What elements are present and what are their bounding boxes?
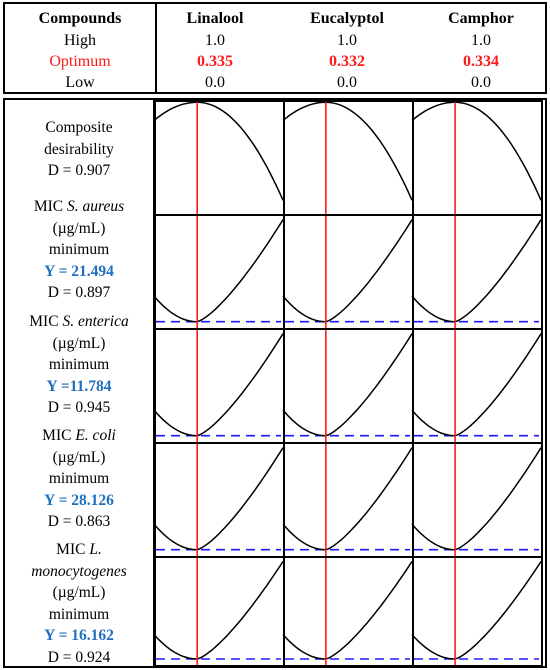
response-curve <box>154 333 284 437</box>
response-curve <box>411 101 542 201</box>
e-coli-title: MIC E. coli <box>5 425 153 447</box>
e-coli-label: MIC E. coli (µg/mL) minimum Y = 28.126 D… <box>5 425 153 533</box>
response-panel: Composite desirability D = 0.907 MIC S. … <box>3 98 547 668</box>
response-curve <box>154 560 284 660</box>
eucalyptol-optimum: 0.332 <box>329 53 365 70</box>
column-header-eucalyptol: Eucalyptol <box>310 10 384 27</box>
e-coli-d: D = 0.863 <box>47 513 111 530</box>
header-row-low: Low 0.0 0.0 0.0 <box>5 72 545 93</box>
header-divider <box>155 4 157 92</box>
response-labels: Composite desirability D = 0.907 MIC S. … <box>5 100 155 666</box>
s-aureus-goal: minimum <box>48 241 110 258</box>
linalool-optimum: 0.335 <box>197 53 233 70</box>
s-enterica-unit: (µg/mL) <box>52 334 106 352</box>
camphor-high: 1.0 <box>471 32 491 49</box>
s-aureus-label: MIC S. aureus (µg/mL) minimum Y = 21.494… <box>5 196 153 304</box>
composite-line2: desirability <box>44 140 114 158</box>
response-curve <box>411 560 542 660</box>
e-coli-goal: minimum <box>48 470 110 487</box>
composite-d: D = 0.907 <box>47 162 111 179</box>
mic-prefix: MIC <box>42 427 76 444</box>
response-curve <box>282 333 413 437</box>
s-enterica-title: MIC S. enterica <box>5 311 153 333</box>
s-enterica-label: MIC S. enterica (µg/mL) minimum Y =11.78… <box>5 311 153 419</box>
response-curve <box>411 447 542 551</box>
camphor-optimum: 0.334 <box>463 53 499 70</box>
l-mono-species: monocytogenes <box>5 561 153 583</box>
mic-prefix: MIC <box>29 313 63 330</box>
s-enterica-y: Y =11.784 <box>46 377 112 395</box>
response-curve <box>282 219 413 323</box>
s-aureus-title: MIC S. aureus <box>5 196 153 218</box>
l-monocytogenes-label: MIC L. monocytogenes (µg/mL) minimum Y =… <box>5 539 153 668</box>
s-aureus-y: Y = 21.494 <box>44 262 114 280</box>
response-curve <box>411 333 542 437</box>
high-label: High <box>64 32 96 49</box>
l-mono-y: Y = 16.162 <box>44 627 114 644</box>
mic-prefix: MIC <box>33 198 68 215</box>
composite-label: Composite desirability D = 0.907 <box>5 117 153 182</box>
linalool-low: 0.0 <box>205 74 225 91</box>
s-aureus-d: D = 0.897 <box>47 284 111 301</box>
optimum-label: Optimum <box>49 53 111 70</box>
response-profile-grid <box>154 100 543 666</box>
e-coli-unit: (µg/mL) <box>52 448 106 466</box>
low-label: Low <box>65 74 95 91</box>
l-mono-unit: (µg/mL) <box>52 584 106 601</box>
organism-name-species: monocytogenes <box>31 562 127 580</box>
organism-name-genus: L. <box>89 541 102 558</box>
header-row-optimum: Optimum 0.335 0.332 0.334 <box>5 51 545 72</box>
l-mono-title: MIC L. <box>5 539 153 561</box>
column-header-camphor: Camphor <box>448 10 514 27</box>
mic-prefix: MIC <box>56 541 90 558</box>
s-enterica-goal: minimum <box>48 356 110 373</box>
response-curve <box>154 219 284 323</box>
response-curve <box>411 219 542 323</box>
compounds-label: Compounds <box>38 10 122 27</box>
organism-name: S. enterica <box>62 313 129 330</box>
response-curve <box>282 101 413 201</box>
composite-line1: Composite <box>45 119 113 136</box>
organism-name: E. coli <box>75 427 116 444</box>
header-row-compounds: Compounds Linalool Eucalyptol Camphor <box>5 8 545 29</box>
header-table: Compounds Linalool Eucalyptol Camphor Hi… <box>3 2 547 94</box>
s-enterica-d: D = 0.945 <box>47 399 111 416</box>
eucalyptol-low: 0.0 <box>337 74 357 91</box>
l-mono-d: D = 0.924 <box>47 648 111 666</box>
response-curve <box>154 447 284 551</box>
response-curve <box>154 101 284 201</box>
column-header-linalool: Linalool <box>186 10 244 27</box>
camphor-low: 0.0 <box>471 74 491 91</box>
s-aureus-unit: (µg/mL) <box>52 219 106 237</box>
response-curve <box>282 447 413 551</box>
organism-name: S. aureus <box>67 198 125 215</box>
header-row-high: High 1.0 1.0 1.0 <box>5 30 545 51</box>
eucalyptol-high: 1.0 <box>337 32 357 49</box>
response-curve <box>282 560 413 660</box>
linalool-high: 1.0 <box>205 32 225 49</box>
l-mono-goal: minimum <box>48 605 110 623</box>
e-coli-y: Y = 28.126 <box>44 491 114 509</box>
